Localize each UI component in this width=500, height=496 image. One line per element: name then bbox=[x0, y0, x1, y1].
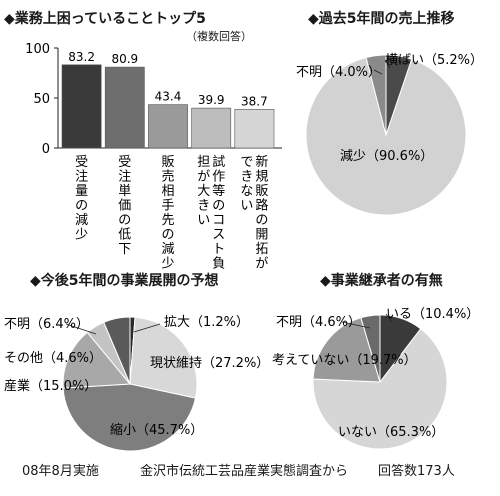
bar bbox=[191, 107, 232, 149]
category-label: 受注量の減少 bbox=[75, 155, 88, 243]
slice-label: 横ばい（5.2%） bbox=[385, 53, 483, 68]
slice-label: いる（10.4%） bbox=[386, 307, 479, 322]
slice-label: 不明（4.6%） bbox=[276, 315, 361, 330]
pie-slice bbox=[305, 56, 467, 216]
leader-line bbox=[384, 59, 391, 69]
successor-pie: いる（10.4%） いない（65.3%） 考えていない（19.7%） 不明（4.6%） bbox=[272, 307, 479, 450]
footer-count: 回答数173人 bbox=[378, 464, 455, 479]
bar bbox=[61, 64, 102, 149]
bar-value-label: 80.9 bbox=[111, 52, 138, 66]
bar-chart-note: （複数回答） bbox=[186, 30, 252, 43]
leader-line bbox=[341, 321, 371, 329]
slice-label: 産業（15.0%） bbox=[4, 378, 97, 394]
bar bbox=[234, 109, 275, 149]
slice-label: 減少（90.6%） bbox=[340, 148, 433, 164]
outlook-panel: ◆今後5年間の事業展開の予想 拡大（1.2%） 現状維持（27.2%） 縮小（45.… bbox=[0, 262, 269, 457]
bar-value-label: 38.7 bbox=[241, 94, 268, 108]
y-tick-label: 50 bbox=[33, 92, 50, 107]
bar bbox=[104, 66, 145, 149]
pie-slice bbox=[365, 54, 387, 136]
sales-trend-title: ◆過去5年間の売上推移 bbox=[308, 11, 455, 27]
category-label: 販売相手先の減少 bbox=[161, 155, 174, 272]
leader-line bbox=[373, 69, 383, 75]
y-tick-label: 100 bbox=[25, 42, 50, 57]
pie-slice bbox=[62, 383, 197, 452]
bar bbox=[148, 104, 188, 149]
leader-line bbox=[385, 313, 393, 323]
bar-value-label: 39.9 bbox=[198, 93, 225, 107]
pie-slice bbox=[103, 316, 131, 385]
category-label: 受注単価の低下 bbox=[118, 155, 131, 257]
slice-label: 不明（6.4%） bbox=[4, 317, 89, 332]
slice-label: いない（65.3%） bbox=[338, 425, 444, 440]
slice-label: 縮小（45.7%） bbox=[110, 422, 203, 438]
pie-slice bbox=[312, 317, 381, 383]
sales-trend-pie: 横ばい（5.2%） 減少（90.6%） 不明（4.0%） bbox=[296, 53, 483, 216]
bar-value-label: 43.4 bbox=[155, 90, 182, 104]
category-label: 新規販路の開拓ができない bbox=[240, 154, 268, 272]
category-label: 試作等のコスト負担が大きい bbox=[197, 154, 225, 272]
bar-chart: 0 50 100 83.2 受注量の減少 80.9 受注単価の低下 43.4 販売相手先の減少 3… bbox=[25, 42, 282, 272]
footer-source: 金沢市伝統工芸品産業実態調査から bbox=[140, 464, 349, 479]
leader-line bbox=[133, 323, 161, 333]
y-tick-label: 0 bbox=[42, 142, 50, 157]
footer-date: 08年8月実施 bbox=[22, 464, 99, 479]
pie-slice bbox=[129, 316, 198, 399]
bar-chart-title: ◆業務上困っていることトップ5 bbox=[4, 11, 206, 27]
slice-label: その他（4.6%） bbox=[4, 351, 102, 366]
successor-title: ◆事業継承者の有無 bbox=[320, 273, 443, 289]
slice-label: 考えていない（19.7%） bbox=[272, 353, 417, 368]
slice-label: 不明（4.0%） bbox=[296, 65, 381, 80]
slice-label: 拡大（1.2%） bbox=[164, 315, 249, 330]
leader-line bbox=[65, 323, 97, 335]
outlook-title: ◆今後5年間の事業展開の予想 bbox=[30, 273, 219, 289]
pie-slice bbox=[62, 331, 132, 389]
bar-value-label: 83.2 bbox=[68, 50, 95, 64]
bar-chart-panel: ◆業務上困っていることトップ5 （複数回答） 0 50 100 83.2 受注量の減少 8… bbox=[0, 0, 290, 272]
pie-slice bbox=[312, 328, 448, 450]
slice-label: 現状維持（27.2%） bbox=[150, 356, 269, 371]
pie-slice bbox=[360, 314, 381, 383]
successor-panel: ◆事業継承者の有無 いる（10.4%） いない（65.3%） 考えていない（19.7… bbox=[260, 262, 500, 457]
sales-trend-panel: ◆過去5年間の売上推移 横ばい（5.2%） 減少（90.6%） 不明（4.0%） bbox=[290, 0, 500, 255]
outlook-pie: 拡大（1.2%） 現状維持（27.2%） 縮小（45.7%） 産業（15.0%） その他… bbox=[4, 315, 269, 452]
